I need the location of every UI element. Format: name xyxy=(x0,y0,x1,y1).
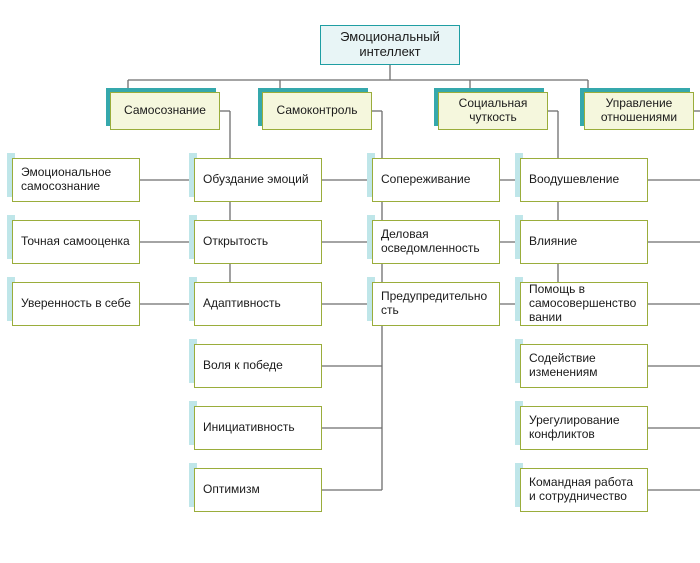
leaf-node: Эмоциональное самосознание xyxy=(12,158,140,202)
leaf-node: Воодушевление xyxy=(520,158,648,202)
leaf-node: Помощь в самосовершенствовании xyxy=(520,282,648,326)
category-label: Управлениеотношениями xyxy=(584,92,694,130)
leaf-node: Командная работа и сотрудничество xyxy=(520,468,648,512)
leaf-node: Открытость xyxy=(194,220,322,264)
leaf-node: Урегулирование конфликтов xyxy=(520,406,648,450)
category-label: Самосознание xyxy=(110,92,220,130)
leaf-node: Адаптивность xyxy=(194,282,322,326)
category-node-c2: Самоконтроль xyxy=(262,92,372,130)
leaf-node: Деловая осведомленность xyxy=(372,220,500,264)
diagram-stage: Эмоциональныйинтеллект Самосознание Самоко… xyxy=(0,0,700,563)
leaf-node: Содействие изменениям xyxy=(520,344,648,388)
category-node-c1: Самосознание xyxy=(110,92,220,130)
leaf-node: Предупредительность xyxy=(372,282,500,326)
leaf-node: Точная самооценка xyxy=(12,220,140,264)
root-node: Эмоциональныйинтеллект xyxy=(320,25,460,65)
leaf-node: Оптимизм xyxy=(194,468,322,512)
leaf-node: Сопереживание xyxy=(372,158,500,202)
leaf-node: Уверенность в себе xyxy=(12,282,140,326)
leaf-node: Влияние xyxy=(520,220,648,264)
category-label: Социальнаячуткость xyxy=(438,92,548,130)
leaf-node: Обуздание эмоций xyxy=(194,158,322,202)
category-node-c4: Управлениеотношениями xyxy=(584,92,694,130)
category-node-c3: Социальнаячуткость xyxy=(438,92,548,130)
category-label: Самоконтроль xyxy=(262,92,372,130)
leaf-node: Воля к победе xyxy=(194,344,322,388)
leaf-node: Инициативность xyxy=(194,406,322,450)
